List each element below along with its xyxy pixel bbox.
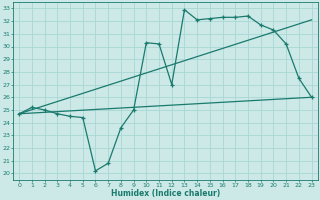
X-axis label: Humidex (Indice chaleur): Humidex (Indice chaleur): [111, 189, 220, 198]
